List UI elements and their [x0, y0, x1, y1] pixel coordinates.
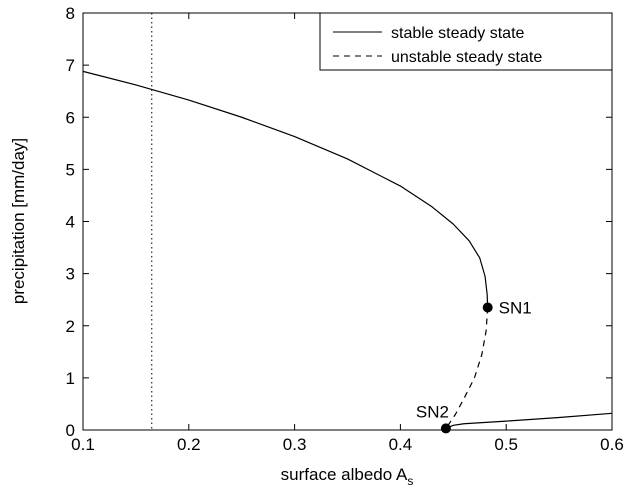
x-tick-label: 0.4 [389, 435, 413, 454]
x-tick-label: 0.5 [494, 435, 518, 454]
point-label-sn1: SN1 [499, 299, 532, 318]
x-tick-label: 0.1 [71, 435, 95, 454]
points-layer: SN1 SN2 [416, 299, 532, 434]
point-sn1 [482, 302, 493, 313]
y-tick-label: 2 [66, 317, 75, 336]
y-tick-label: 5 [66, 160, 75, 179]
x-tick-label: 0.2 [177, 435, 201, 454]
x-tick-label: 0.3 [283, 435, 307, 454]
y-tick-label: 1 [66, 369, 75, 388]
y-tick-label: 4 [66, 213, 75, 232]
y-axis-label: precipitation [mm/day] [9, 138, 28, 304]
y-ticks: 0 1 2 3 4 5 6 7 8 [66, 4, 612, 440]
series-layer [82, 70, 613, 429]
legend-box [319, 12, 613, 71]
y-tick-label: 3 [66, 265, 75, 284]
x-axis-label-main: surface albedo A [281, 465, 408, 484]
point-label-sn2: SN2 [416, 402, 449, 421]
y-tick-label: 8 [66, 4, 75, 23]
y-tick-label: 0 [66, 421, 75, 440]
point-sn2 [440, 423, 451, 434]
stable-branch-1 [445, 412, 613, 429]
x-tick-label: 0.6 [600, 435, 624, 454]
plot-area [82, 12, 613, 431]
x-axis-label: surface albedo As [281, 465, 414, 487]
y-tick-label: 7 [66, 56, 75, 75]
stable-branch-0 [82, 70, 489, 308]
y-tick-label: 6 [66, 108, 75, 127]
unstable-branch-0 [445, 307, 489, 429]
legend-label-stable: stable steady state [391, 25, 525, 42]
legend: stable steady state unstable steady stat… [319, 12, 613, 71]
x-axis-label-subscript: s [407, 474, 413, 487]
legend-label-unstable: unstable steady state [391, 49, 542, 66]
